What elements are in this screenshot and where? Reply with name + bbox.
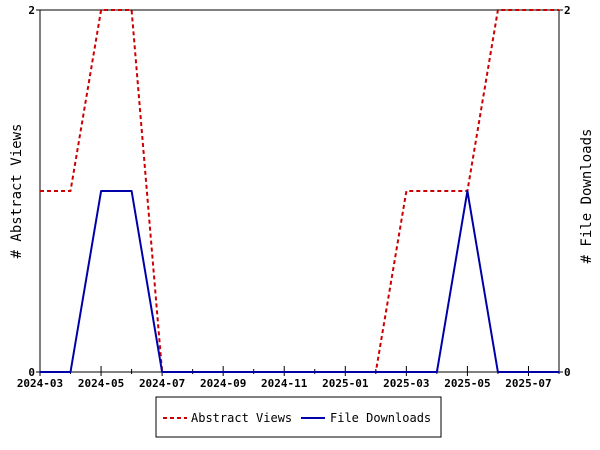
series-lines — [40, 9, 559, 373]
y-axis-title: # Abstract Views — [9, 124, 25, 259]
legend-label-file-downloads: File Downloads — [330, 411, 431, 425]
legend-box — [155, 396, 442, 438]
x-tick-label: 2024-09 — [200, 377, 246, 390]
x-tick-label: 2025-05 — [444, 377, 490, 390]
legend-label-abstract-views: Abstract Views — [191, 411, 292, 425]
series-line-file-downloads — [40, 190, 559, 373]
x-tick-label: 2025-07 — [505, 377, 551, 390]
y-axis-right: 02 — [559, 4, 571, 379]
y-tick-label: 2 — [28, 4, 35, 17]
x-axis: 2024-03 2024-05 2024-07 2024-09 2024-11 2025-… — [17, 366, 560, 390]
y2-tick-label: 2 — [564, 4, 571, 17]
x-tick-label: 2024-11 — [261, 377, 308, 390]
x-tick-label: 2024-03 — [17, 377, 63, 390]
x-tick-label: 2025-03 — [383, 377, 429, 390]
legend: Abstract Views File Downloads — [155, 396, 442, 438]
y-axis-left: 02 — [28, 4, 40, 379]
y-tick-label: 0 — [28, 366, 35, 379]
x-tick-label: 2025-01 — [322, 377, 369, 390]
x-tick-label: 2024-07 — [139, 377, 185, 390]
y2-tick-label: 0 — [564, 366, 571, 379]
y2-axis-title: # File Downloads — [579, 129, 595, 264]
x-tick-label: 2024-05 — [78, 377, 124, 390]
